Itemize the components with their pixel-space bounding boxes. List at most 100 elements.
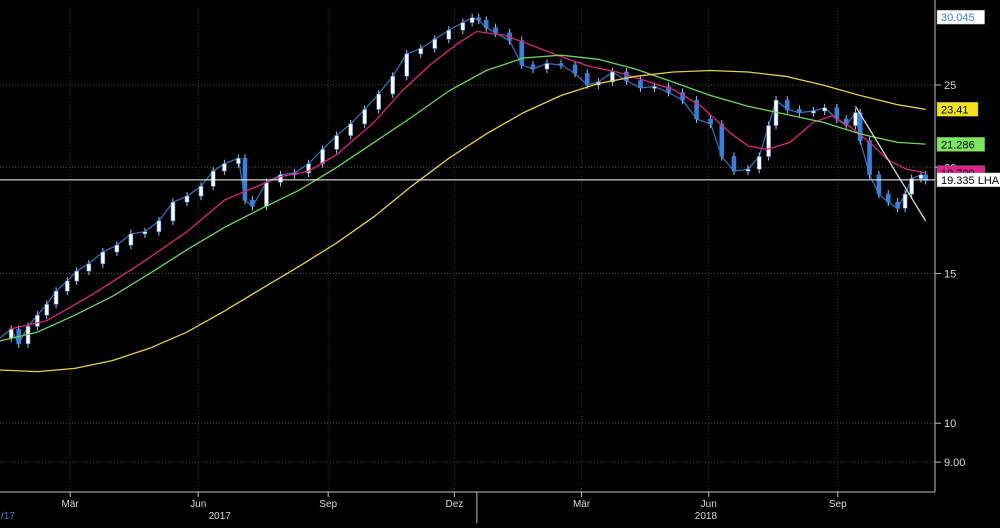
candle-body — [797, 109, 802, 113]
candle-body — [822, 107, 827, 112]
candle-body — [624, 71, 629, 81]
candle-body — [306, 163, 311, 174]
candle-body — [418, 48, 424, 55]
candle-body — [242, 157, 248, 201]
candle-body — [222, 163, 227, 172]
x-tick-label: Dez — [446, 499, 464, 510]
candle-body — [902, 193, 908, 209]
candle-body — [469, 17, 475, 23]
candle-body — [362, 109, 367, 125]
candle-body — [530, 64, 536, 70]
candle-body — [53, 290, 59, 305]
x-tick-label: Mär — [573, 499, 591, 510]
value-box — [936, 172, 1000, 188]
candle-body — [558, 63, 564, 66]
candle-body — [909, 178, 914, 195]
candle-body — [493, 27, 498, 34]
candle-body — [142, 231, 148, 235]
candle-body — [867, 140, 872, 176]
candle-body — [236, 157, 241, 165]
candle-body — [885, 193, 891, 203]
x-tick-label: Mär — [62, 499, 80, 510]
candle-body — [404, 53, 410, 77]
candle-body — [334, 135, 339, 150]
candle-body — [100, 251, 106, 265]
candle-body — [719, 123, 725, 157]
candle-body — [584, 73, 590, 86]
y-tick-label: 15 — [944, 269, 956, 281]
candle-body — [652, 86, 657, 89]
candle-body — [923, 174, 928, 181]
candle-body — [876, 174, 882, 195]
series-layer — [0, 13, 935, 373]
candle-body — [784, 99, 790, 110]
y-tick-label: 10 — [944, 418, 956, 430]
ma_short-line — [9, 30, 926, 330]
value-box — [936, 137, 985, 152]
y-tick-label: 25 — [944, 80, 956, 92]
candle-body — [476, 17, 482, 21]
candle-body — [918, 174, 924, 179]
candle-body — [74, 270, 79, 282]
candle-body — [86, 263, 92, 272]
candle-body — [843, 118, 849, 126]
candle-body — [320, 149, 325, 165]
x-year-label: 2018 — [695, 511, 718, 522]
candle-body — [811, 110, 816, 114]
candle-body — [731, 156, 737, 172]
candle-body — [128, 233, 134, 246]
candle-body — [198, 186, 204, 197]
candle-body — [544, 63, 550, 70]
candle-body — [895, 201, 900, 209]
left-edge-label: /17 — [1, 511, 15, 522]
candle-body — [250, 199, 255, 207]
candle-body — [666, 86, 671, 93]
candle-body — [460, 22, 466, 31]
candle-body — [446, 29, 452, 40]
candle-body — [756, 156, 762, 170]
value-box-label: 30.045 — [941, 12, 975, 24]
candle-body — [264, 182, 269, 207]
candle-body — [210, 170, 216, 187]
candle-body — [638, 80, 643, 89]
candle-body — [483, 19, 489, 28]
candle-body — [184, 195, 190, 203]
value-box-label: 21.286 — [941, 139, 975, 151]
value-box — [936, 9, 985, 25]
candle-body — [35, 314, 40, 327]
candle-body — [278, 174, 283, 183]
candle-body — [745, 168, 751, 172]
candle-body — [156, 220, 162, 233]
candle-body — [857, 112, 863, 141]
candle-body — [610, 71, 615, 83]
x-year-label: 2017 — [209, 511, 232, 522]
x-tick-label: Sep — [319, 499, 337, 510]
candle-body — [114, 244, 120, 253]
y-tick-label: 9.00 — [944, 457, 965, 469]
candle-body — [519, 40, 525, 66]
ma_long-line — [0, 69, 926, 373]
value-box — [936, 102, 979, 117]
candle-body — [432, 38, 438, 49]
price-line — [0, 17, 927, 346]
ma_mid-line — [0, 54, 926, 342]
x-tick-label: Sep — [829, 499, 847, 510]
value-box-label: 19.335 LHA — [941, 175, 1000, 187]
candle-body — [8, 328, 14, 339]
x-tick-label: Jun — [701, 499, 717, 510]
candle-body — [708, 118, 713, 125]
trendline-line — [854, 105, 927, 222]
x-tick-label: Jun — [190, 499, 206, 510]
candle-body — [766, 125, 771, 157]
axes: 252015109.00MärJunSepDezMärJunSep2017201… — [0, 0, 965, 523]
candle-body — [572, 64, 578, 74]
candle-body — [390, 75, 396, 95]
candle-body — [44, 304, 50, 316]
value-box-label: 23.41 — [941, 104, 969, 116]
candle-body — [694, 99, 699, 120]
candle-body — [170, 201, 176, 222]
candle-body — [348, 123, 353, 136]
